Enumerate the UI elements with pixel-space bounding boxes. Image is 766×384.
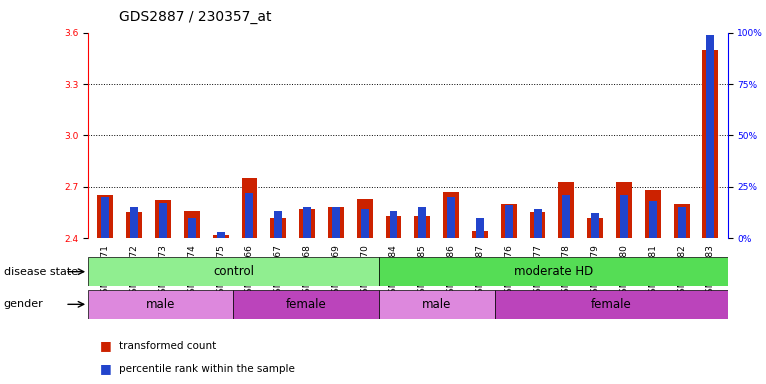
Text: moderate HD: moderate HD xyxy=(514,265,593,278)
Bar xyxy=(702,50,719,238)
Bar xyxy=(379,290,495,319)
Bar xyxy=(591,214,599,238)
Bar xyxy=(217,232,224,238)
Text: control: control xyxy=(213,265,254,278)
Bar xyxy=(645,190,661,238)
Bar xyxy=(414,216,430,238)
Bar xyxy=(588,217,603,238)
Bar xyxy=(357,199,372,238)
Bar xyxy=(88,290,234,319)
Text: transformed count: transformed count xyxy=(119,341,216,351)
Bar xyxy=(476,217,484,238)
Bar xyxy=(385,216,401,238)
Text: ■: ■ xyxy=(100,339,111,352)
Text: gender: gender xyxy=(4,299,44,310)
Bar xyxy=(126,212,142,238)
Bar xyxy=(616,182,632,238)
Bar xyxy=(418,207,426,238)
Text: female: female xyxy=(591,298,632,311)
Bar xyxy=(188,217,196,238)
Text: GDS2887 / 230357_at: GDS2887 / 230357_at xyxy=(119,10,271,23)
Bar xyxy=(234,290,379,319)
Bar xyxy=(303,207,311,238)
Bar xyxy=(332,207,340,238)
Bar xyxy=(529,212,545,238)
Text: disease state: disease state xyxy=(4,266,78,277)
Text: percentile rank within the sample: percentile rank within the sample xyxy=(119,364,295,374)
Bar xyxy=(130,207,138,238)
Bar xyxy=(501,204,516,238)
Text: male: male xyxy=(422,298,452,311)
Bar xyxy=(472,231,488,238)
Bar xyxy=(159,203,167,238)
Bar xyxy=(88,257,379,286)
Bar xyxy=(558,182,574,238)
Bar xyxy=(245,193,254,238)
Bar xyxy=(495,290,728,319)
Bar xyxy=(505,205,512,238)
Bar xyxy=(706,35,715,238)
Text: female: female xyxy=(286,298,326,311)
Bar xyxy=(274,211,282,238)
Text: ■: ■ xyxy=(100,362,111,375)
Bar xyxy=(155,200,171,238)
Bar xyxy=(562,195,571,238)
Bar xyxy=(213,235,228,238)
Bar xyxy=(444,192,459,238)
Bar xyxy=(390,211,398,238)
Bar xyxy=(97,195,113,238)
Bar xyxy=(328,207,344,238)
Bar xyxy=(534,209,542,238)
Bar xyxy=(270,217,286,238)
Bar xyxy=(300,209,315,238)
Bar xyxy=(673,204,689,238)
Bar xyxy=(379,257,728,286)
Bar xyxy=(447,197,455,238)
Text: male: male xyxy=(146,298,175,311)
Bar xyxy=(678,207,686,238)
Bar xyxy=(361,209,368,238)
Bar xyxy=(620,195,628,238)
Bar xyxy=(101,197,110,238)
Bar xyxy=(184,211,200,238)
Bar xyxy=(241,178,257,238)
Bar xyxy=(649,201,656,238)
